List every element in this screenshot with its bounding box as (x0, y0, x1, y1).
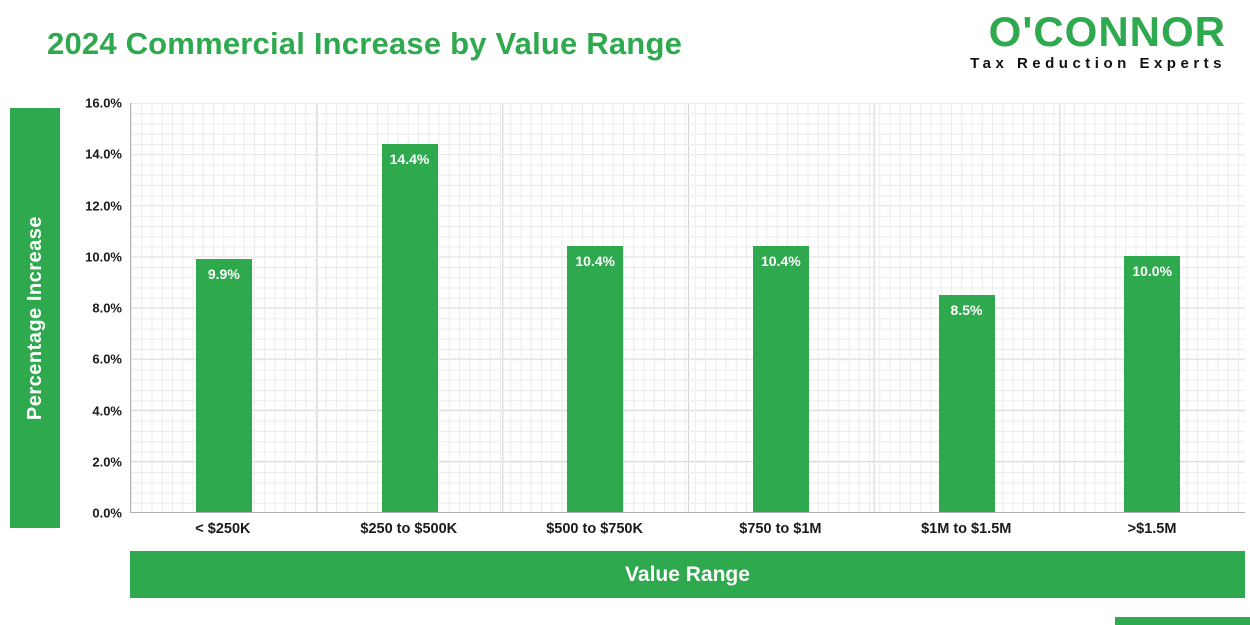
y-tick-label: 0.0% (92, 505, 122, 521)
y-tick-label: 8.0% (92, 300, 122, 316)
bar-3: 10.4% (567, 246, 624, 512)
bar-slot: 8.5% (874, 103, 1060, 512)
y-tick-label: 4.0% (92, 403, 122, 418)
bar-value-label: 14.4% (389, 150, 430, 167)
oconnor-logo: O'CONNOR Tax Reduction Experts (970, 8, 1226, 73)
bar-value-label: 8.5% (950, 301, 983, 318)
bar-slot: 14.4% (317, 103, 503, 512)
plot-row: 16.0% 14.0% 12.0% 10.0% 8.0% 6.0% 4.0% 2.0% 0.0%… (66, 96, 1245, 521)
y-axis-tick-labels: 16.0% 14.0% 12.0% 10.0% 8.0% 6.0% 4.0% 2.0% 0.0% (66, 96, 130, 521)
y-tick-label: 14.0% (85, 146, 122, 162)
x-axis-title: Value Range (625, 562, 750, 586)
x-tick-label: $1M to $1.5M (921, 521, 1012, 537)
bar-value-label: 10.0% (1132, 263, 1173, 280)
bar-slot: 10.4% (502, 103, 688, 512)
bar-5: 8.5% (938, 294, 995, 512)
x-axis-tick-labels: < $250K $250 to $500K $500 to $750K $750 to… (130, 521, 1245, 537)
bar-4: 10.4% (752, 246, 809, 512)
plot-area: 9.9% 14.4% 10.4% 10.4% 8.5% 10.0% (130, 103, 1245, 513)
page-title: 2024 Commercial Increase by Value Range (47, 26, 683, 61)
bar-value-label: 10.4% (575, 253, 616, 270)
y-tick-label: 6.0% (92, 351, 122, 367)
x-tick-label: < $250K (195, 521, 251, 537)
bar-value-label: 10.4% (760, 253, 801, 270)
bar-chart: 16.0% 14.0% 12.0% 10.0% 8.0% 6.0% 4.0% 2.0% 0.0%… (66, 96, 1245, 598)
bar-value-label: 9.9% (207, 265, 240, 282)
y-tick-label: 12.0% (85, 198, 122, 213)
logo-wordmark: O'CONNOR (988, 8, 1226, 55)
x-axis-title-band: Value Range (130, 551, 1245, 598)
bar-slot: 9.9% (131, 103, 317, 512)
y-tick-label: 16.0% (85, 95, 122, 111)
bar-1: 9.9% (195, 258, 252, 512)
x-tick-label: $750 to $1M (739, 521, 822, 537)
y-axis-title-band: Percentage Increase (10, 108, 60, 528)
x-tick-label: $250 to $500K (360, 521, 458, 537)
footer-accent-bar (1115, 617, 1250, 625)
logo-tagline: Tax Reduction Experts (970, 55, 1226, 73)
bar-slot: 10.0% (1059, 103, 1245, 512)
y-axis-title: Percentage Increase (23, 215, 46, 421)
x-tick-label: >$1.5M (1127, 521, 1177, 537)
x-tick-label: $500 to $750K (546, 521, 643, 537)
bar-2: 14.4% (381, 143, 438, 512)
bar-6: 10.0% (1124, 256, 1181, 512)
bar-slot: 10.4% (688, 103, 874, 512)
y-tick-label: 2.0% (92, 454, 122, 470)
y-tick-label: 10.0% (85, 249, 122, 265)
